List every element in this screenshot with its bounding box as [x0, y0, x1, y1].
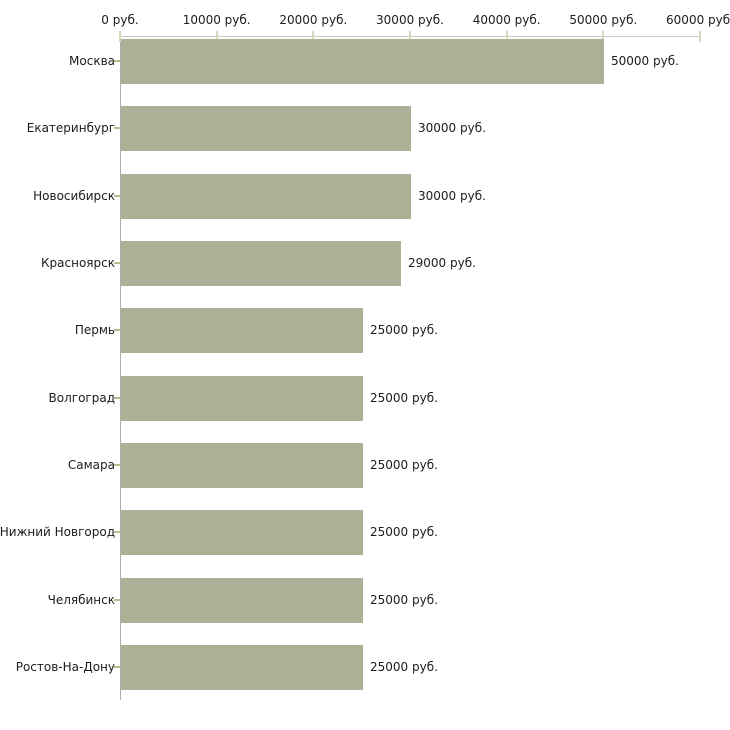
- bar: [121, 241, 401, 286]
- value-label: 25000 руб.: [370, 391, 438, 405]
- y-axis-tick-mark: [114, 60, 120, 62]
- y-axis-tick-mark: [114, 666, 120, 668]
- x-axis-tick-mark: [312, 31, 315, 42]
- category-label: Нижний Новгород: [0, 525, 115, 539]
- x-axis-tick-mark: [119, 31, 121, 42]
- value-label: 30000 руб.: [418, 121, 486, 135]
- y-axis-tick-mark: [114, 464, 120, 466]
- category-label: Челябинск: [47, 593, 115, 607]
- y-axis-tick-mark: [114, 127, 120, 129]
- x-axis-tick-label: 50000 руб.: [569, 13, 638, 27]
- bar: [121, 578, 363, 623]
- value-label: 25000 руб.: [370, 323, 438, 337]
- category-label: Самара: [67, 458, 115, 472]
- y-axis-tick-mark: [114, 329, 120, 331]
- y-axis-tick-mark: [114, 262, 120, 264]
- category-label: Москва: [69, 54, 115, 68]
- x-axis-tick-mark: [409, 31, 411, 42]
- value-label: 29000 руб.: [408, 256, 476, 270]
- bar: [121, 510, 363, 555]
- category-label: Екатеринбург: [26, 121, 115, 135]
- bar: [121, 308, 363, 353]
- bar: [121, 174, 411, 219]
- x-axis-tick-label: 30000 руб.: [376, 13, 444, 27]
- category-label: Красноярск: [41, 256, 115, 270]
- y-axis-line: [120, 36, 121, 700]
- y-axis-tick-mark: [114, 599, 120, 601]
- bar: [121, 106, 411, 151]
- bar: [121, 443, 363, 488]
- x-axis-tick-mark: [505, 31, 508, 42]
- x-axis-tick-label: 0 руб.: [101, 13, 139, 27]
- category-label: Новосибирск: [33, 189, 115, 203]
- bar: [121, 376, 363, 421]
- value-label: 25000 руб.: [370, 593, 438, 607]
- x-axis-tick-mark: [215, 31, 218, 42]
- y-axis-tick-mark: [114, 531, 120, 533]
- x-axis-tick-label: 10000 руб.: [182, 13, 251, 27]
- value-label: 50000 руб.: [611, 54, 679, 68]
- x-axis-tick-label: 40000 руб.: [472, 13, 541, 27]
- category-label: Пермь: [74, 323, 115, 337]
- x-axis-tick-label: 20000 руб.: [279, 13, 348, 27]
- value-label: 25000 руб.: [370, 525, 438, 539]
- value-label: 25000 руб.: [370, 458, 438, 472]
- y-axis-tick-mark: [114, 195, 120, 197]
- x-axis-tick-mark: [699, 31, 701, 42]
- category-label: Волгоград: [48, 391, 115, 405]
- value-label: 25000 руб.: [370, 660, 438, 674]
- bar: [121, 39, 604, 84]
- category-label: Ростов-На-Дону: [15, 660, 115, 674]
- value-label: 30000 руб.: [418, 189, 486, 203]
- y-axis-tick-mark: [114, 397, 120, 399]
- bar: [121, 645, 363, 690]
- x-axis-tick-mark: [602, 31, 605, 42]
- x-axis-tick-label: 60000 руб.: [666, 13, 730, 27]
